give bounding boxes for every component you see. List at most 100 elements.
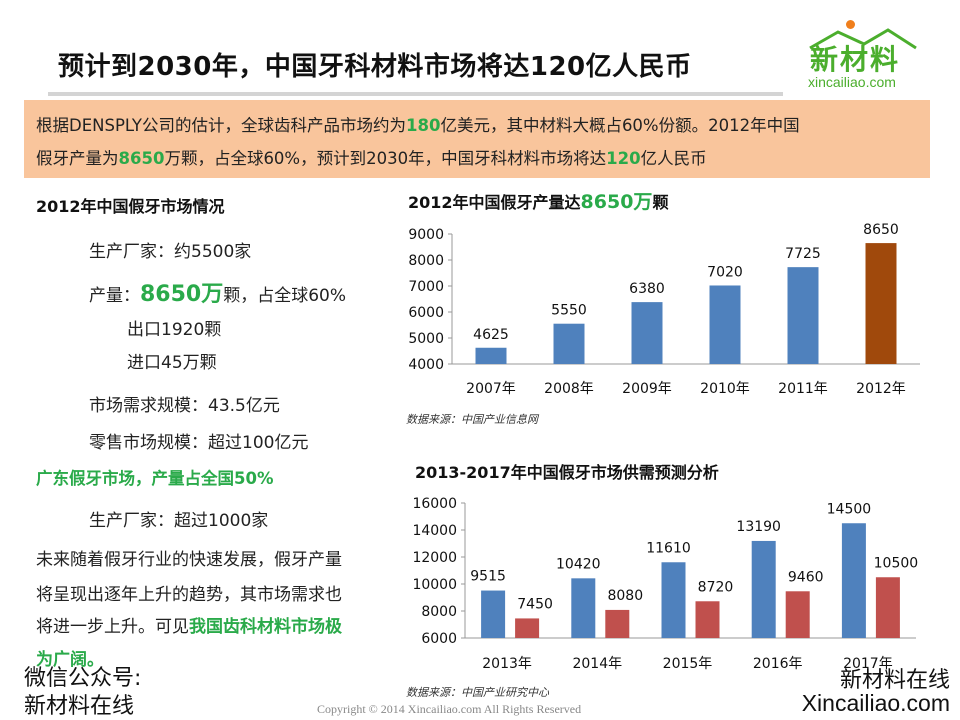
chart1-bar <box>553 323 585 364</box>
chart2-demand-data-label: 8720 <box>698 579 734 595</box>
chart2-supply-bar <box>571 578 596 638</box>
chart1-x-tick-label: 2012年 <box>856 381 906 397</box>
chart1-title-highlight: 8650万 <box>580 191 653 213</box>
chart1-title-suffix: 颗 <box>652 193 669 212</box>
output-value: 8650万 <box>140 282 224 307</box>
chart2-supply-data-label: 13190 <box>736 519 781 535</box>
chart1-x-tick-label: 2009年 <box>622 381 672 397</box>
import-stat: 进口45万颗 <box>127 353 217 373</box>
chart2-demand-data-label: 7450 <box>517 596 553 612</box>
chart2-demand-bar <box>785 591 810 638</box>
chart1-x-tick-label: 2010年 <box>700 381 750 397</box>
banner-text: 亿美元，其中材料大概占60%份额。2012年中国 <box>440 116 800 135</box>
wechat-account: 新材料在线 <box>24 694 135 719</box>
chart2-demand-bar <box>695 601 720 638</box>
chart1-source: 数据来源：中国产业信息网 <box>406 413 538 426</box>
logo-sun-icon <box>846 20 855 29</box>
brand-url: Xincailiao.com <box>801 690 950 716</box>
chart1-data-label: 8650 <box>863 222 899 238</box>
logo-text-en: xincailiao.com <box>808 74 896 90</box>
chart2-y-tick-label: 14000 <box>412 523 457 539</box>
chart2-source: 数据来源：中国产业研究中心 <box>406 686 549 699</box>
banner-highlight: 8650 <box>118 149 165 168</box>
banner-text: 假牙产量为 <box>36 149 119 168</box>
banner-line-2: 假牙产量为8650万颗，占全球60%，预计到2030年，中国牙科材料市场将达12… <box>36 145 707 169</box>
chart1-title: 2012年中国假牙产量达8650万颗 <box>408 187 668 214</box>
chart1-x-tick-label: 2007年 <box>466 381 516 397</box>
banner-line-1: 根据DENSPLY公司的估计，全球齿科产品市场约为180亿美元，其中材料大概占6… <box>36 112 800 136</box>
chart2-y-tick-label: 6000 <box>421 631 457 647</box>
chart1-data-label: 4625 <box>473 327 509 343</box>
export-stat: 出口1920颗 <box>127 320 222 340</box>
chart2-demand-data-label: 9460 <box>788 569 824 585</box>
logo-roof-icon <box>809 28 917 50</box>
summary-banner: 根据DENSPLY公司的估计，全球齿科产品市场约为180亿美元，其中材料大概占6… <box>24 100 930 178</box>
outlook-line-2: 将呈现出逐年上升的趋势，其市场需求也 <box>36 585 342 605</box>
banner-text: 根据DENSPLY公司的估计，全球齿科产品市场约为 <box>36 116 406 135</box>
chart1-y-tick-label: 7000 <box>408 279 444 295</box>
chart2-x-tick-label: 2017年 <box>843 656 893 672</box>
outlook-line-4: 为广阔。 <box>36 650 104 670</box>
banner-text: 亿人民币 <box>640 149 707 168</box>
chart1-y-tick-label: 6000 <box>408 305 444 321</box>
chart2-supply-data-label: 9515 <box>470 569 506 585</box>
chart1-y-tick-label: 9000 <box>408 227 444 243</box>
output-stat: 产量：8650万颗，占全球60% <box>89 276 346 308</box>
chart2-y-tick-label: 16000 <box>412 496 457 512</box>
chart1-bar <box>709 285 741 364</box>
chart2-demand-bar <box>515 618 540 638</box>
output-label: 产量： <box>89 286 140 306</box>
brand-name: 新材料在线 <box>839 668 950 693</box>
chart2-supply-bar <box>841 523 866 638</box>
chart1-y-tick-label: 8000 <box>408 253 444 269</box>
chart1-y-tick-label: 5000 <box>408 331 444 347</box>
demand-stat: 市场需求规模：43.5亿元 <box>89 396 280 416</box>
chart2-title: 2013-2017年中国假牙市场供需预测分析 <box>415 463 719 482</box>
chart2-supply-data-label: 14500 <box>827 501 872 517</box>
chart1-x-tick-label: 2008年 <box>544 381 594 397</box>
chart1-data-label: 5550 <box>551 303 587 319</box>
chart1-bar <box>631 302 663 364</box>
banner-text: 万颗，占全球60%，预计到2030年，中国牙科材料市场将达 <box>164 149 607 168</box>
chart2-supply-demand-bar-chart: 6000 8000 10000 12000 14000 16000 9515 7450 2013… <box>412 496 919 672</box>
output-suffix: 颗，占全球60% <box>223 286 347 306</box>
chart2-supply-bar <box>661 562 686 638</box>
chart1-data-label: 7020 <box>707 264 743 280</box>
retail-stat: 零售市场规模：超过100亿元 <box>89 433 309 453</box>
chart1-y-tick-label: 4000 <box>408 357 444 373</box>
chart2-x-tick-label: 2015年 <box>663 656 713 672</box>
chart1-data-label: 6380 <box>629 281 665 297</box>
chart2-supply-bar <box>751 540 776 638</box>
chart2-x-tick-label: 2014年 <box>572 656 622 672</box>
gd-manufacturers-stat: 生产厂家：超过1000家 <box>89 511 269 531</box>
chart2-y-tick-label: 10000 <box>412 577 457 593</box>
chart1-title-text: 2012年中国假牙产量达 <box>408 193 581 212</box>
chart1-production-bar-chart: 4000 5000 6000 7000 8000 9000 4625 2007年 5550 200… <box>408 222 920 397</box>
chart2-y-tick-label: 12000 <box>412 550 457 566</box>
outlook-highlight: 我国齿科材料市场极 <box>189 617 342 637</box>
chart1-bar <box>787 267 819 364</box>
manufacturers-stat: 生产厂家：约5500家 <box>89 242 252 262</box>
chart2-supply-data-label: 11610 <box>646 540 691 556</box>
outlook-text: 将进一步上升。可见 <box>36 617 189 637</box>
chart1-x-tick-label: 2011年 <box>778 381 828 397</box>
chart2-supply-bar <box>481 590 506 638</box>
logo-text-cn: 新材料 <box>810 43 901 76</box>
title-divider <box>48 92 783 96</box>
outlook-line-1: 未来随着假牙行业的快速发展，假牙产量 <box>36 550 342 570</box>
wechat-label: 微信公众号: <box>24 666 142 691</box>
chart1-bar <box>865 243 897 364</box>
chart2-x-tick-label: 2016年 <box>753 656 803 672</box>
copyright-notice: Copyright © 2014 Xincailiao.com All Righ… <box>317 702 582 716</box>
chart2-demand-data-label: 10500 <box>874 555 919 571</box>
chart2-supply-data-label: 10420 <box>556 556 601 572</box>
banner-highlight: 180 <box>405 116 441 135</box>
brand-logo: 新材料 xincailiao.com <box>804 18 924 90</box>
chart2-demand-bar <box>605 609 630 638</box>
banner-highlight: 120 <box>606 149 641 168</box>
chart2-x-tick-label: 2013年 <box>482 656 532 672</box>
page-title: 预计到2030年，中国牙科材料市场将达120亿人民币 <box>58 52 692 82</box>
chart2-y-tick-label: 8000 <box>421 604 457 620</box>
chart1-data-label: 7725 <box>785 246 821 262</box>
section-heading: 2012年中国假牙市场情况 <box>36 197 225 216</box>
